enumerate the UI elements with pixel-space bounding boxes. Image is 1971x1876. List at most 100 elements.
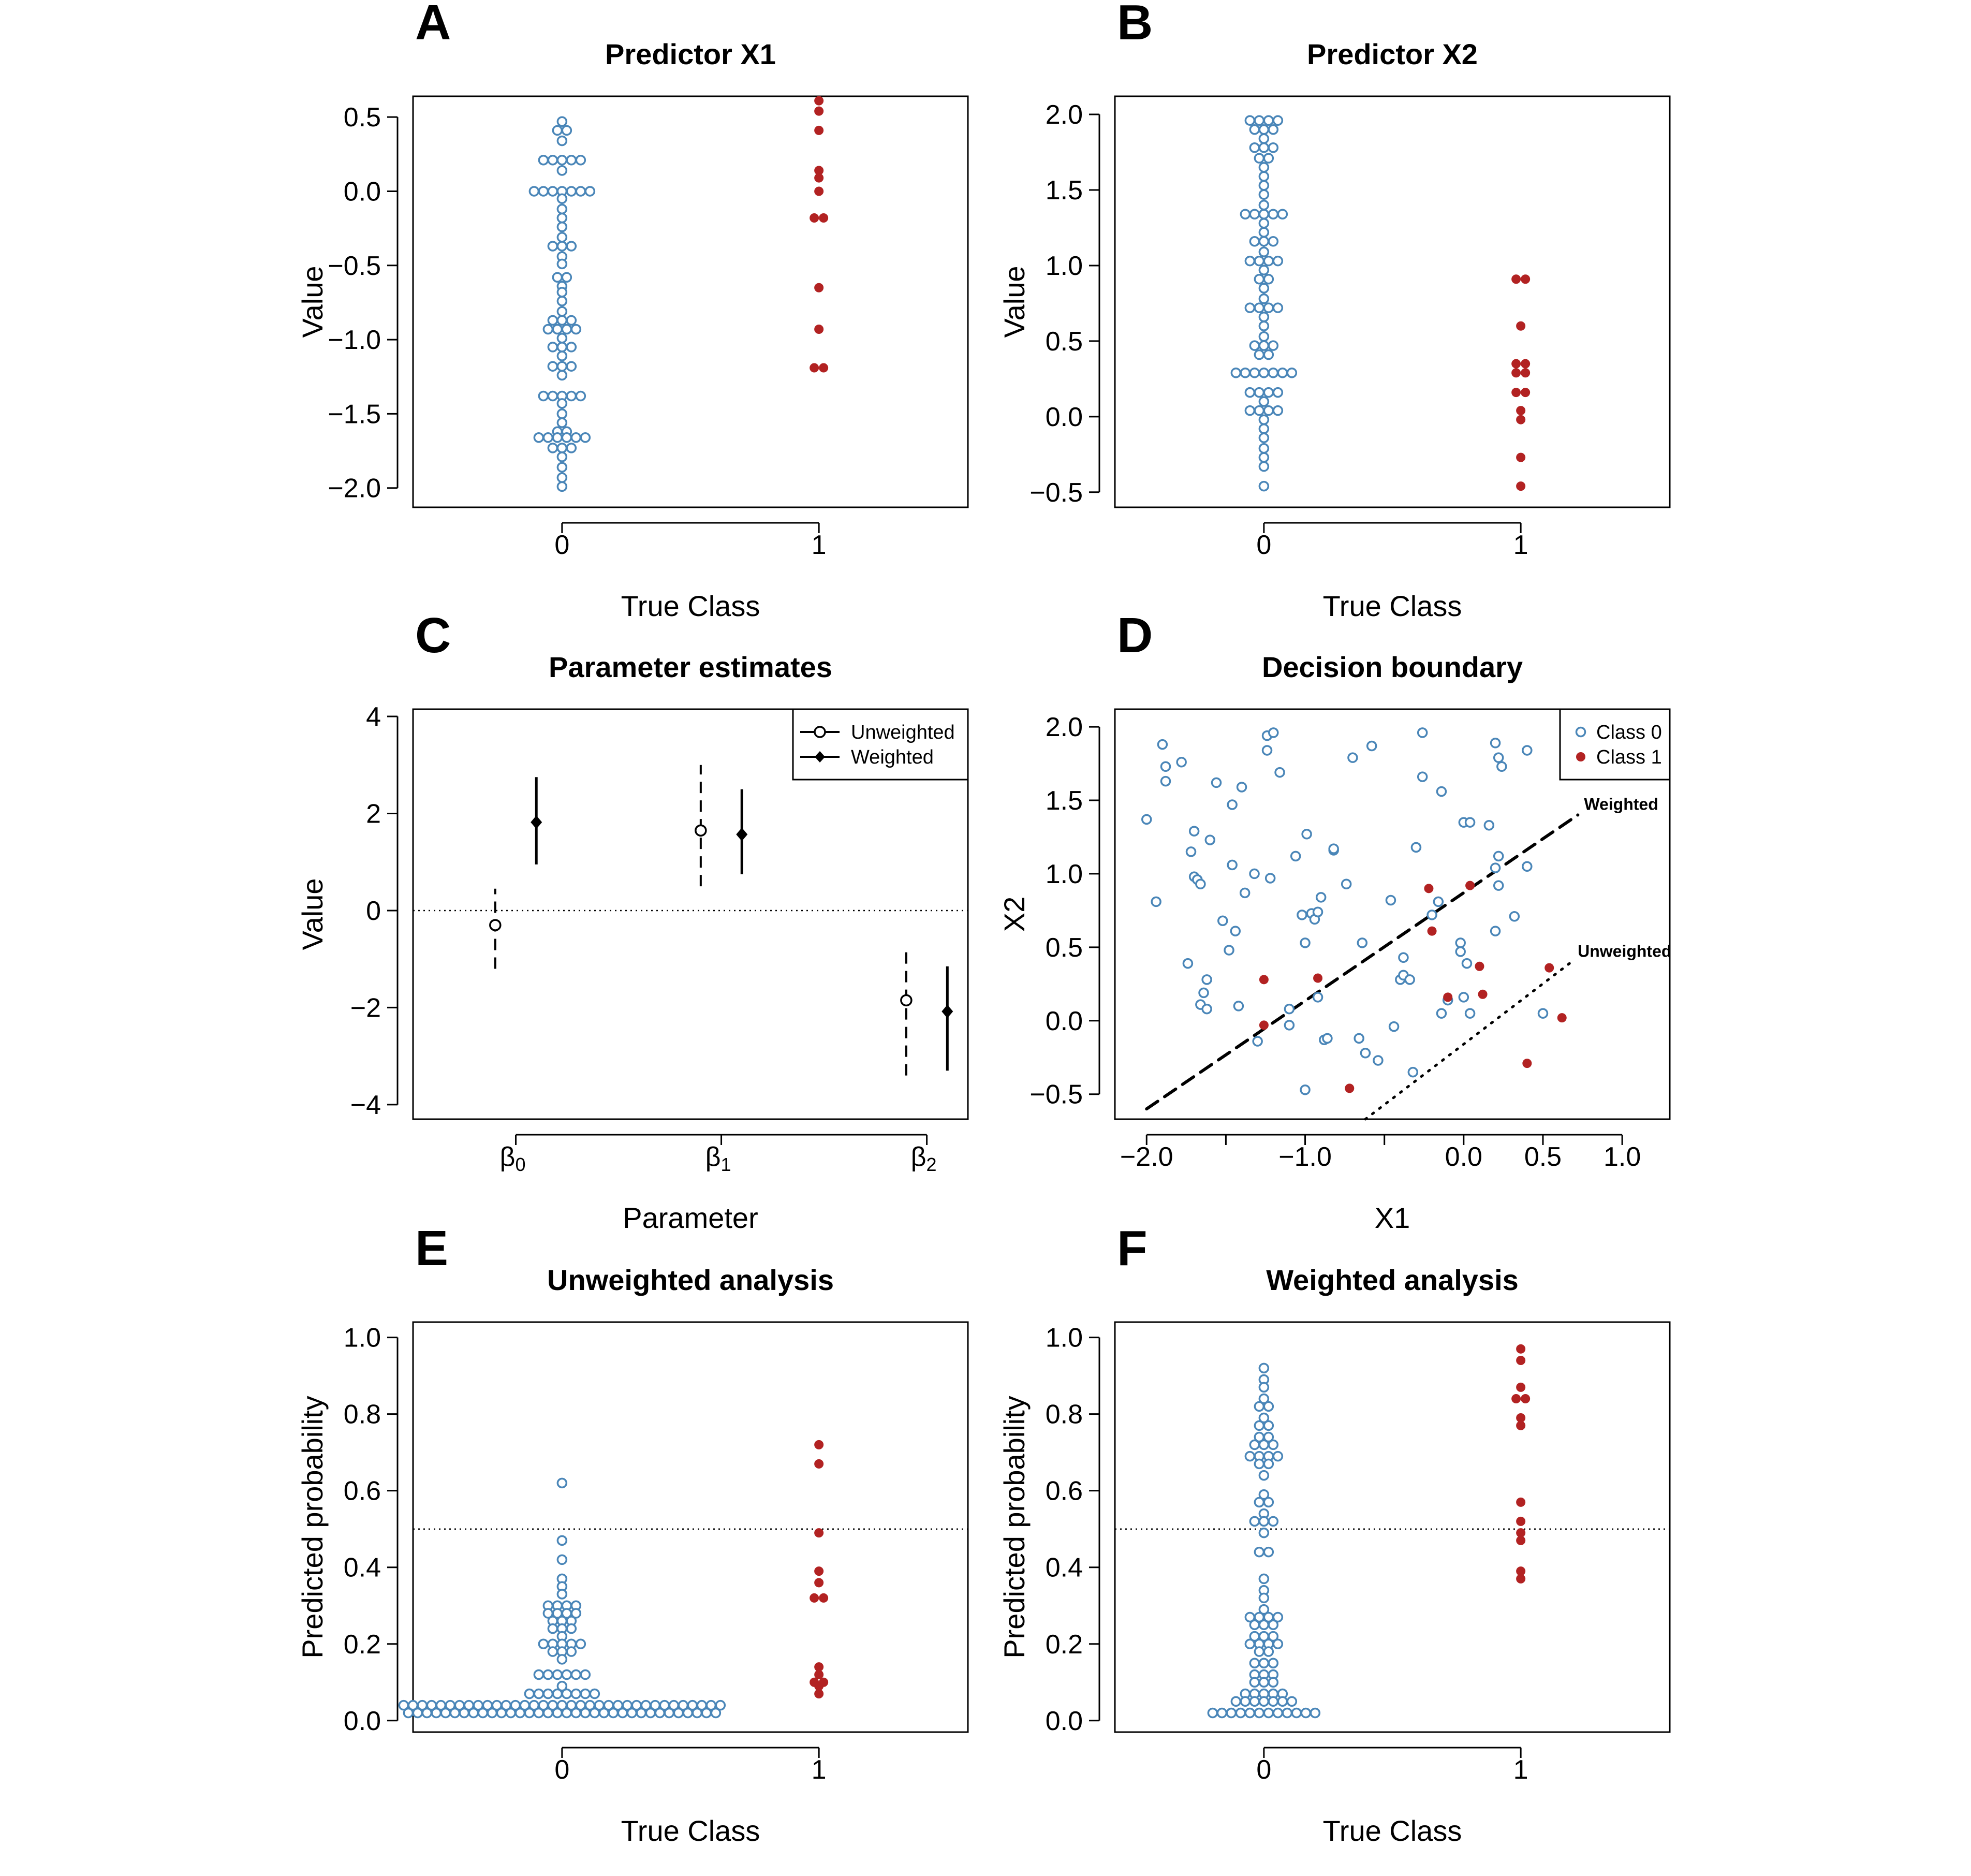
class0-point [1249,124,1260,135]
class0-point [1490,926,1501,936]
panel-letter: B [1117,0,1153,50]
x-axis-title: True Class [1323,590,1462,622]
class0-point [556,1680,568,1692]
class0-point [1258,180,1270,191]
class0-point [1188,826,1200,837]
class0-point [1258,1362,1270,1374]
class0-point [547,342,558,353]
class1-point [1259,975,1269,985]
class0-point [1254,302,1265,313]
class0-point [561,125,572,136]
class0-point [1264,873,1276,884]
class0-point [1455,946,1466,957]
x-axis-title: True Class [1323,1814,1462,1847]
x-tick-label: 0 [554,530,569,560]
class1-point [814,1669,824,1679]
class0-point [1272,1450,1284,1462]
class0-point [1160,775,1171,787]
class0-point [1230,926,1241,936]
class0-point [1404,974,1415,985]
class0-point [1258,1470,1270,1481]
y-tick-label: 0.0 [344,1706,381,1736]
class0-point [1254,255,1265,267]
plot-frame [1114,708,1671,1120]
y-tick-label: 0.0 [344,177,381,207]
class0-point [570,432,582,443]
class0-point [1328,843,1339,854]
class1-point [1516,1356,1526,1366]
class0-point [1254,115,1265,126]
class0-point [1300,1707,1312,1719]
class0-point [575,155,586,166]
class0-point [1249,142,1260,153]
class1-point [1511,368,1521,378]
class0-point [556,258,568,270]
panel-c: C Parameter estimates Parameter Value −4 −2 0 2… [296,608,969,1234]
panel-letter: C [415,608,451,663]
class0-point [1198,987,1209,999]
class0-point [566,443,577,453]
class0-point [1310,1707,1321,1719]
class0-point [589,1707,600,1719]
class0-point [580,432,591,443]
class0-point [636,1707,647,1719]
class0-point [645,1707,656,1719]
class1-point [814,173,824,183]
class0-point [1286,1696,1298,1707]
class0-point [1230,1696,1242,1707]
class0-point [1433,896,1444,907]
class0-point [1254,1707,1265,1719]
class0-point [556,1535,568,1546]
class0-point [1268,1631,1279,1642]
class0-point [1258,283,1270,294]
class0-point [1373,1055,1384,1066]
panel-a: A Predictor X1 True Class Value −2.0 −1.5 −1.0… [296,0,969,622]
class0-point [487,1707,498,1719]
class0-point [547,443,558,453]
class0-point [566,390,577,402]
class0-point [1258,1516,1270,1527]
class0-point [412,1707,423,1719]
x-tick-label: β1 [705,1142,731,1175]
class0-point [1268,1677,1279,1688]
class0-point [440,1707,451,1719]
x-tick-label: 0 [554,1755,569,1785]
class0-point [710,1707,722,1719]
class0-point [1182,958,1194,969]
class0-point [1493,851,1504,862]
class0-point [1312,906,1323,917]
class0-point [1286,367,1298,378]
class0-point [566,155,577,166]
class0-point [1258,133,1270,144]
class0-point [570,1669,582,1680]
y-tick-label: 0.6 [344,1476,381,1506]
legend-label: Class 1 [1596,746,1662,768]
class0-point [1366,740,1377,752]
class0-point [552,1707,563,1719]
class0-point [1249,209,1260,219]
class0-point [1509,911,1520,922]
class0-point [542,1688,554,1699]
class0-point [1263,1420,1274,1431]
class0-point [556,1654,568,1665]
class0-point [1312,992,1323,1003]
class0-point [561,1688,572,1699]
class0-point [1354,1033,1364,1044]
class0-point [1258,171,1270,182]
panel-letter: F [1117,1221,1148,1276]
class0-point [1258,293,1270,304]
class0-point [566,186,577,197]
class0-point [1185,846,1197,857]
class0-point [570,1688,582,1699]
class0-point [1244,255,1256,267]
class0-point [556,472,568,483]
y-axis-title: Predicted probability [296,1396,329,1658]
panel-b: B Predictor X2 True Class Value −0.5 0.0 0.5 1.… [998,0,1671,622]
class0-point [1258,480,1270,492]
class0-point [1258,1677,1270,1688]
class0-point [556,350,568,361]
y-tick-label: 0.8 [344,1400,381,1430]
class0-point [556,203,568,215]
class0-point [1207,1707,1218,1719]
class0-point [701,1707,712,1719]
